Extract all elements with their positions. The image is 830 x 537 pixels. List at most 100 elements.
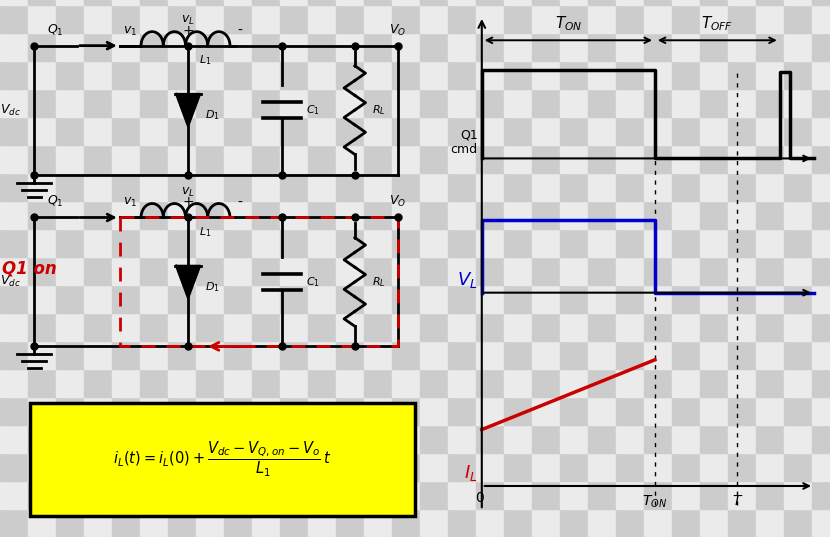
Bar: [28, 5, 56, 33]
Bar: [644, 173, 672, 201]
Bar: [784, 509, 812, 537]
Bar: [168, 173, 196, 201]
Bar: [308, 397, 336, 425]
Bar: [364, 481, 392, 509]
Bar: [448, 285, 476, 313]
Text: $T_{ON}$: $T_{ON}$: [554, 14, 582, 33]
Bar: [112, 5, 140, 33]
Bar: [420, 481, 448, 509]
Bar: [476, 61, 504, 89]
Bar: [560, 33, 588, 61]
Bar: [420, 285, 448, 313]
Bar: [168, 201, 196, 229]
Bar: [700, 397, 728, 425]
Bar: [28, 313, 56, 341]
Bar: [812, 481, 830, 509]
Bar: [644, 369, 672, 397]
Bar: [28, 257, 56, 285]
Bar: [364, 313, 392, 341]
Bar: [56, 229, 84, 257]
Bar: [308, 61, 336, 89]
Bar: [196, 285, 224, 313]
Bar: [196, 89, 224, 117]
Bar: [336, 257, 364, 285]
Bar: [112, 145, 140, 173]
Bar: [616, 33, 644, 61]
Bar: [84, 201, 112, 229]
Bar: [168, 313, 196, 341]
Text: $V_{dc}$: $V_{dc}$: [0, 103, 21, 118]
Bar: [84, 397, 112, 425]
Bar: [56, 0, 84, 5]
Bar: [308, 173, 336, 201]
Bar: [700, 33, 728, 61]
Bar: [84, 0, 112, 5]
Bar: [280, 481, 308, 509]
Text: -: -: [237, 195, 242, 209]
Bar: [700, 425, 728, 453]
Bar: [112, 369, 140, 397]
Bar: [616, 425, 644, 453]
Bar: [336, 341, 364, 369]
Bar: [616, 313, 644, 341]
Bar: [560, 145, 588, 173]
Bar: [504, 341, 532, 369]
Bar: [588, 397, 616, 425]
Bar: [644, 509, 672, 537]
Bar: [252, 229, 280, 257]
Bar: [616, 61, 644, 89]
Bar: [168, 481, 196, 509]
Text: Q1 on: Q1 on: [2, 259, 57, 278]
Bar: [196, 481, 224, 509]
Bar: [560, 173, 588, 201]
Bar: [56, 313, 84, 341]
Bar: [84, 341, 112, 369]
Bar: [812, 509, 830, 537]
Bar: [392, 481, 420, 509]
Bar: [112, 257, 140, 285]
Bar: [504, 89, 532, 117]
Bar: [700, 173, 728, 201]
Bar: [756, 145, 784, 173]
Bar: [224, 481, 252, 509]
Bar: [728, 33, 756, 61]
Bar: [812, 285, 830, 313]
Bar: [420, 33, 448, 61]
Bar: [364, 425, 392, 453]
Bar: [308, 257, 336, 285]
Bar: [252, 89, 280, 117]
Bar: [224, 145, 252, 173]
Bar: [140, 5, 168, 33]
Bar: [364, 5, 392, 33]
Bar: [756, 117, 784, 145]
Bar: [672, 117, 700, 145]
Bar: [784, 201, 812, 229]
Bar: [196, 397, 224, 425]
Bar: [308, 453, 336, 481]
Bar: [448, 313, 476, 341]
Bar: [280, 509, 308, 537]
Bar: [812, 425, 830, 453]
Bar: [644, 89, 672, 117]
Text: Q1
cmd: Q1 cmd: [451, 129, 478, 156]
Bar: [56, 397, 84, 425]
Text: 0: 0: [476, 491, 484, 505]
Bar: [728, 285, 756, 313]
Bar: [448, 453, 476, 481]
Bar: [196, 5, 224, 33]
Bar: [84, 117, 112, 145]
Text: $I_L$: $I_L$: [464, 463, 478, 483]
Bar: [224, 117, 252, 145]
Bar: [532, 425, 560, 453]
Bar: [140, 481, 168, 509]
Bar: [560, 453, 588, 481]
Text: $v_L$: $v_L$: [181, 186, 195, 199]
Bar: [504, 453, 532, 481]
Bar: [224, 5, 252, 33]
Bar: [112, 313, 140, 341]
Bar: [560, 61, 588, 89]
Bar: [336, 425, 364, 453]
Bar: [56, 33, 84, 61]
Bar: [532, 369, 560, 397]
Bar: [644, 313, 672, 341]
